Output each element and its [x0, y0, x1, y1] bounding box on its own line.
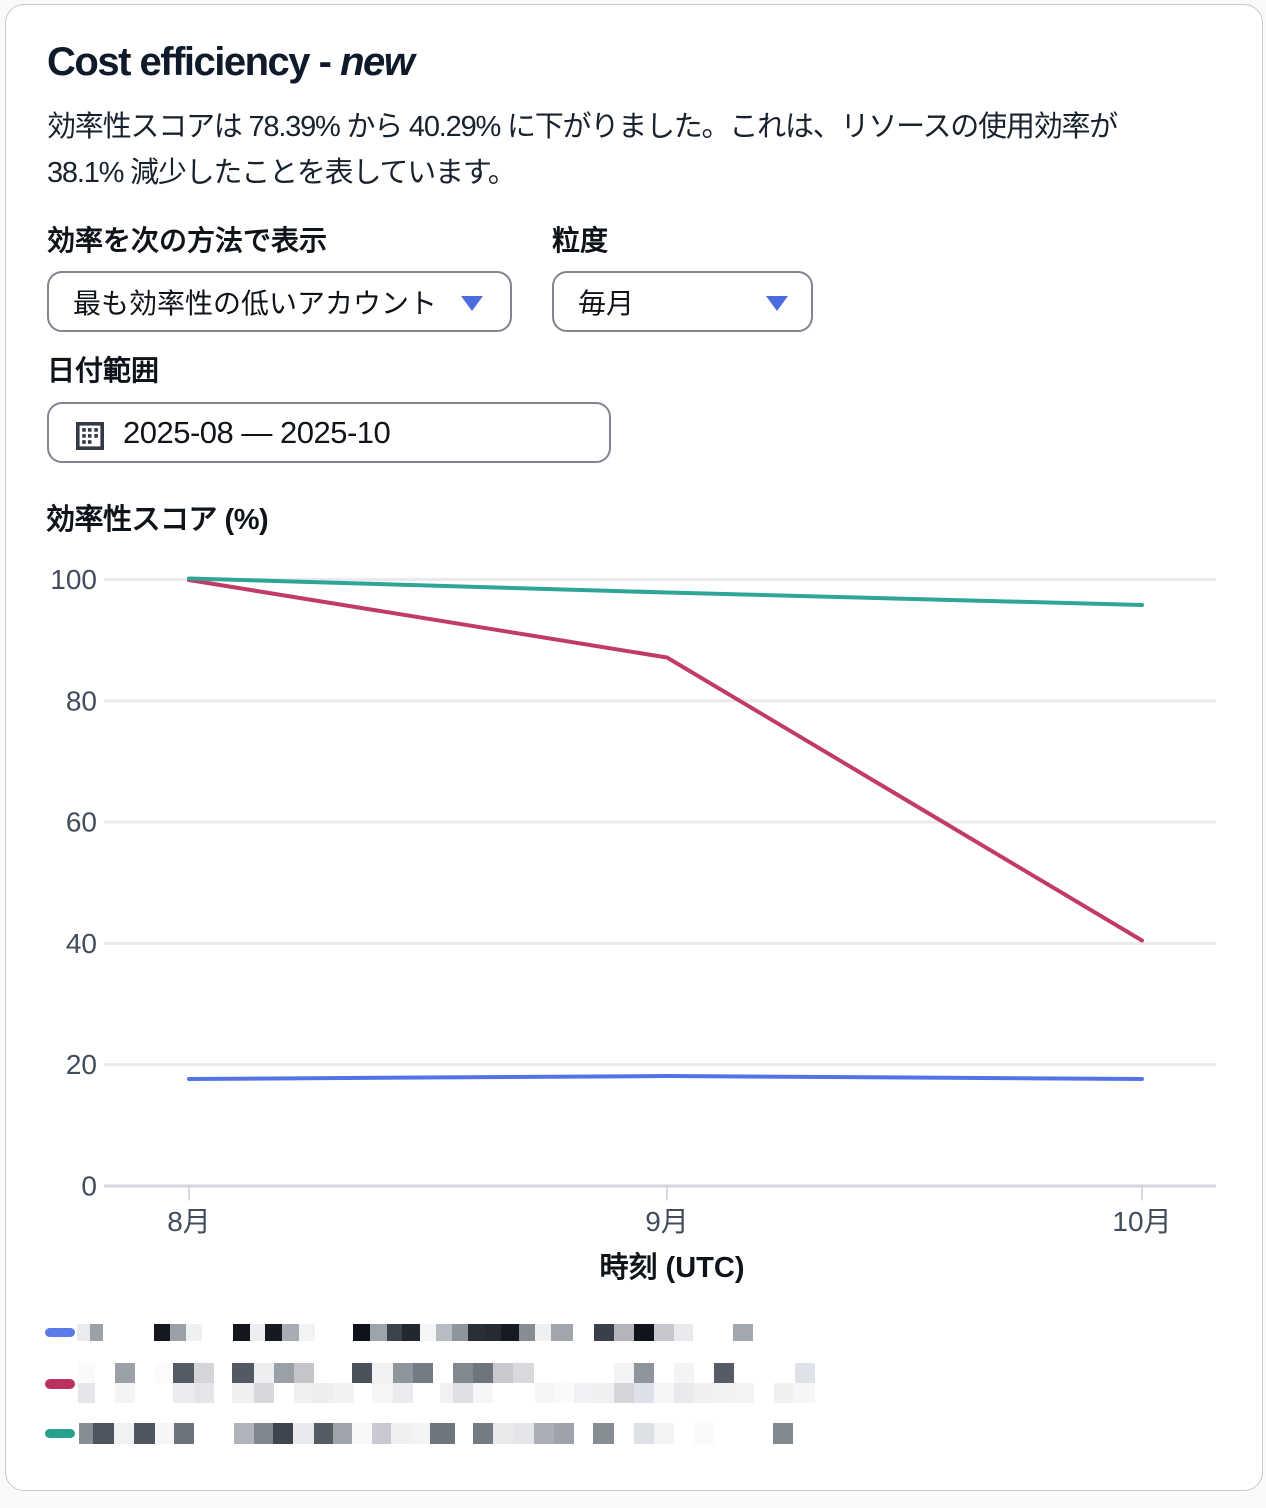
svg-text:8月: 8月: [167, 1206, 211, 1237]
svg-text:80: 80: [66, 685, 97, 716]
svg-text:100: 100: [50, 564, 97, 595]
svg-text:60: 60: [66, 807, 97, 838]
svg-text:10月: 10月: [1112, 1206, 1171, 1237]
svg-text:9月: 9月: [645, 1206, 689, 1237]
svg-text:0: 0: [81, 1171, 97, 1202]
svg-text:20: 20: [66, 1049, 97, 1080]
svg-text:40: 40: [66, 928, 97, 959]
